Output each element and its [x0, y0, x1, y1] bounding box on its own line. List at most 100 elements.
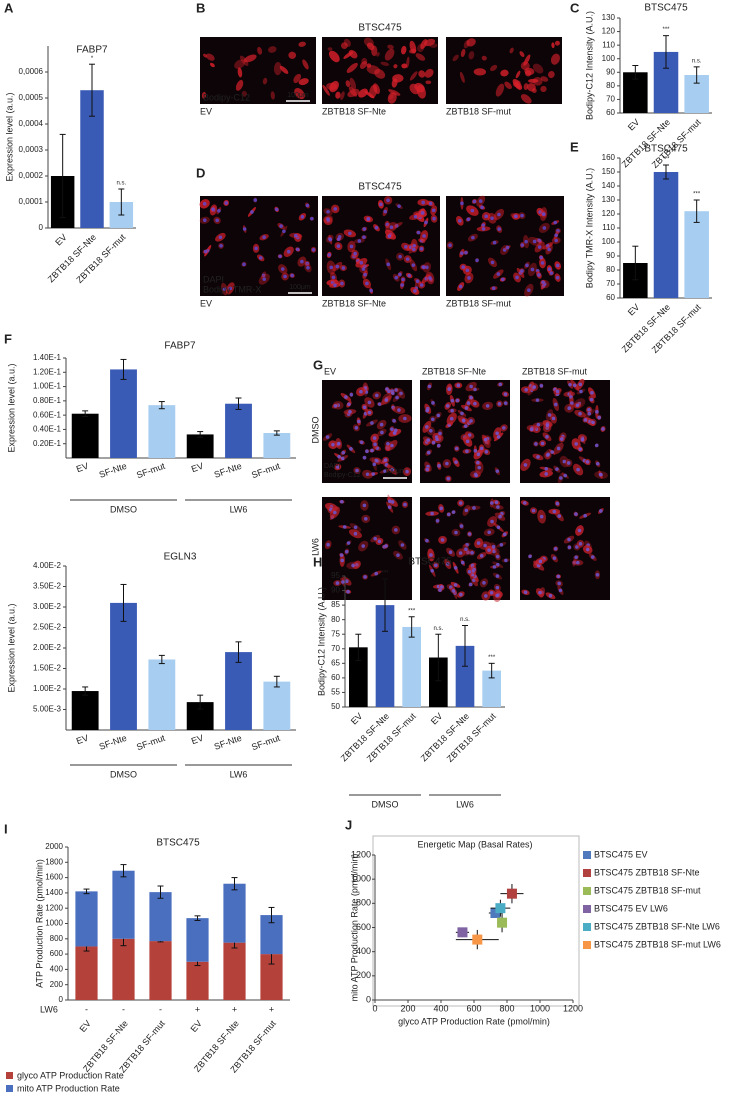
- nucleus: [491, 286, 496, 291]
- cell: [203, 53, 208, 58]
- nucleus: [390, 500, 395, 504]
- cell: [241, 90, 248, 97]
- nucleus: [463, 424, 468, 428]
- significance: n.s.: [116, 181, 126, 187]
- nucleus: [337, 454, 341, 459]
- nucleus: [552, 509, 557, 514]
- x-tick-label: EV: [190, 461, 205, 475]
- nucleus: [498, 514, 502, 519]
- image-row: DMSO: [310, 417, 320, 444]
- nucleus: [438, 431, 442, 436]
- nucleus: [470, 563, 475, 568]
- y-tick-label: 70: [331, 644, 340, 653]
- nucleus: [440, 538, 445, 542]
- nucleus: [374, 458, 378, 463]
- y-tick-label: 100: [602, 237, 616, 246]
- cell: [366, 42, 375, 51]
- nucleus: [446, 476, 451, 481]
- bar-segment: [149, 892, 172, 942]
- nucleus: [483, 543, 487, 548]
- nucleus: [362, 405, 367, 410]
- nucleus: [278, 254, 282, 259]
- nucleus: [541, 212, 546, 216]
- y-tick-label: 140: [602, 181, 616, 190]
- nucleus: [576, 467, 580, 472]
- nucleus: [300, 214, 305, 219]
- cell: [366, 65, 380, 75]
- cell: [345, 80, 351, 88]
- nucleus: [340, 558, 345, 563]
- nucleus: [454, 530, 458, 535]
- legend-swatch: [6, 1072, 13, 1079]
- nucleus: [362, 503, 367, 508]
- bar: [110, 369, 137, 458]
- nucleus: [449, 416, 454, 421]
- nucleus: [377, 402, 382, 406]
- nucleus: [254, 246, 258, 251]
- cell: [327, 47, 333, 51]
- nucleus: [574, 512, 578, 516]
- nucleus: [413, 289, 417, 293]
- nucleus: [479, 553, 484, 558]
- nucleus: [397, 204, 401, 208]
- nucleus: [363, 272, 367, 277]
- nucleus: [326, 217, 330, 221]
- nucleus: [535, 398, 540, 402]
- nucleus: [529, 427, 534, 432]
- image-caption: ZBTB18 SF-Nte: [322, 106, 386, 116]
- bar: [684, 211, 709, 298]
- nucleus: [349, 244, 354, 249]
- nucleus: [445, 461, 449, 466]
- y-tick-label: 70: [606, 95, 615, 104]
- nucleus: [390, 427, 394, 431]
- nucleus: [365, 281, 369, 286]
- nucleus: [385, 222, 390, 227]
- cell: [393, 64, 398, 69]
- nucleus: [419, 283, 424, 287]
- nucleus: [326, 542, 330, 547]
- nucleus: [403, 502, 407, 507]
- nucleus: [387, 505, 392, 509]
- y-tick-label: 60: [606, 108, 615, 117]
- nucleus: [336, 244, 341, 248]
- cell: [523, 83, 529, 90]
- nucleus: [357, 419, 361, 424]
- nucleus: [344, 549, 349, 554]
- cell: [279, 65, 289, 74]
- y-tick-label: 85: [331, 600, 340, 609]
- nucleus: [279, 224, 283, 228]
- nucleus: [393, 428, 398, 433]
- nucleus: [377, 539, 382, 544]
- nucleus: [556, 574, 561, 579]
- nucleus: [386, 262, 391, 267]
- y-tick-label: 1.00E-2: [33, 684, 62, 693]
- cell: [550, 53, 560, 65]
- image-column: ZBTB18 SF-Nte: [422, 366, 486, 376]
- nucleus: [396, 553, 400, 557]
- nucleus: [450, 398, 455, 403]
- bar: [225, 652, 252, 730]
- nucleus: [495, 585, 500, 590]
- nucleus: [387, 499, 392, 504]
- y-tick-label: 3.50E-2: [33, 582, 62, 591]
- cell: [329, 80, 339, 93]
- nucleus: [460, 411, 464, 416]
- nucleus: [327, 253, 332, 257]
- nucleus: [398, 254, 402, 259]
- row-value: -: [159, 1004, 162, 1014]
- row-label: LW6: [40, 1004, 58, 1014]
- cell: [418, 70, 426, 78]
- nucleus: [559, 437, 564, 441]
- x-tick-label: 200: [400, 1003, 415, 1013]
- nucleus: [451, 510, 456, 514]
- y-axis-label: Bodipy TMR-X Intensity (A.U.): [584, 168, 594, 288]
- nucleus: [515, 275, 519, 280]
- nucleus: [484, 449, 489, 454]
- nucleus: [554, 238, 559, 243]
- stain-label: Bodipy TMR-X: [203, 284, 261, 294]
- stain-label: Bodipy-C12: [324, 472, 361, 479]
- significance: n.s.: [433, 626, 443, 632]
- cell: [463, 39, 470, 49]
- bar-segment: [149, 941, 172, 1000]
- cell: [298, 78, 309, 86]
